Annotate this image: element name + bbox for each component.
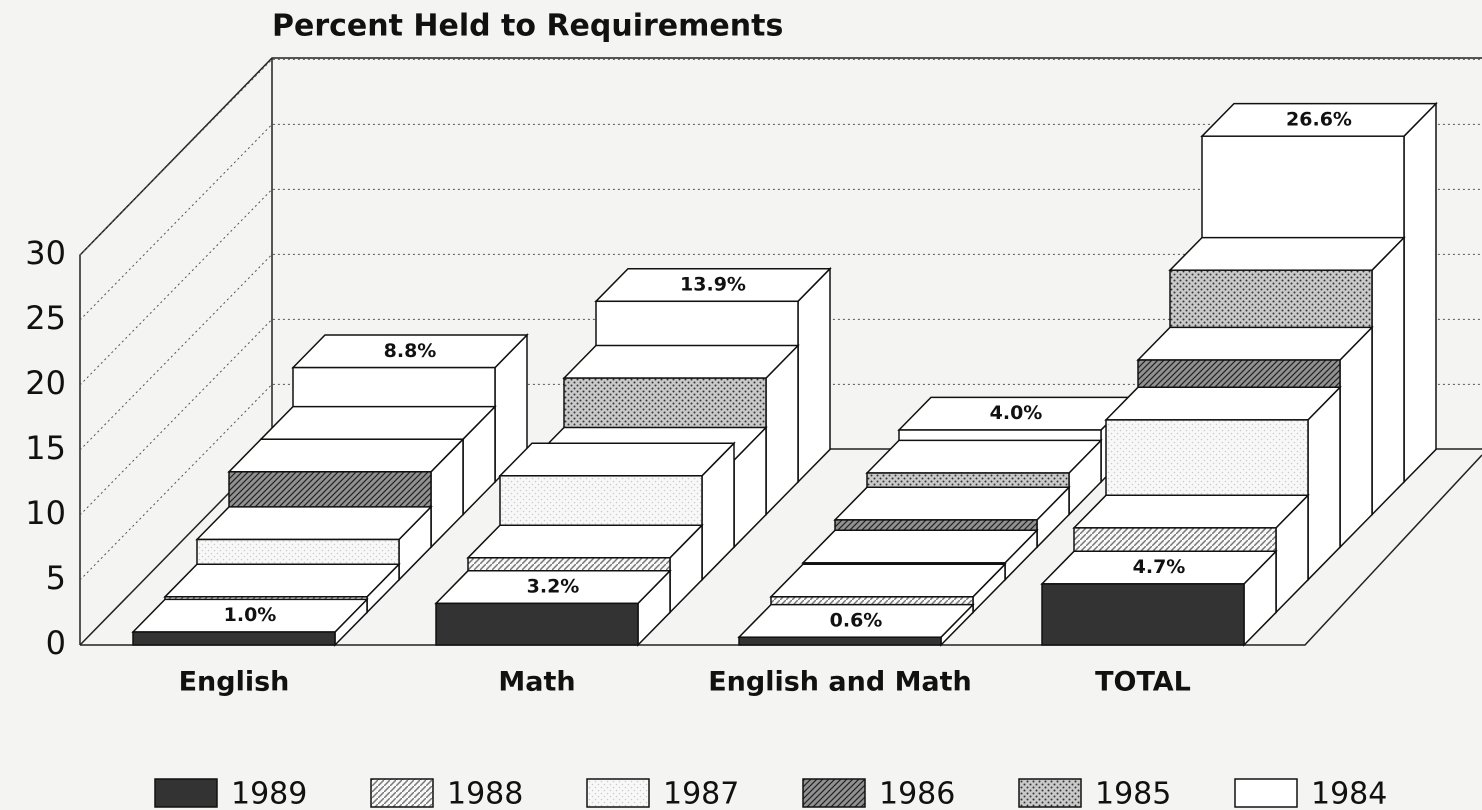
bar-side xyxy=(1403,101,1437,484)
bar-top xyxy=(562,344,800,379)
bar-top xyxy=(498,442,736,477)
bar-top xyxy=(769,563,1007,598)
bar-top xyxy=(833,486,1071,521)
data-label: 4.7% xyxy=(1133,556,1186,578)
y-tick-label: 30 xyxy=(25,234,66,272)
data-label: 4.0% xyxy=(990,402,1043,424)
legend-swatch xyxy=(586,778,650,808)
bar-top xyxy=(163,563,401,598)
bar-top xyxy=(1168,236,1406,271)
y-tick-label: 25 xyxy=(25,299,66,337)
grid-line xyxy=(79,253,1482,451)
y-tick-label: 5 xyxy=(46,559,66,597)
x-tick-label: Math xyxy=(498,667,575,698)
bar-top xyxy=(227,438,465,473)
y-tick-label: 20 xyxy=(25,364,66,402)
legend-swatch xyxy=(1234,778,1298,808)
bar-top xyxy=(865,439,1103,474)
grid-line xyxy=(79,188,1482,386)
bar-top xyxy=(1072,494,1310,529)
grid-line xyxy=(79,123,1482,321)
data-label: 0.6% xyxy=(830,609,883,631)
bar xyxy=(1040,549,1278,647)
bar-front xyxy=(738,636,942,646)
legend-label: 1987 xyxy=(663,777,739,810)
y-tick-label: 0 xyxy=(46,624,66,662)
bar xyxy=(434,568,672,647)
grid-line xyxy=(79,58,1482,256)
legend-swatch xyxy=(1018,778,1082,808)
legend-label: 1988 xyxy=(447,777,523,810)
grid-line xyxy=(79,318,1482,516)
bar-top xyxy=(1136,326,1374,361)
data-label: 3.2% xyxy=(527,576,580,598)
bar-front xyxy=(132,631,336,646)
bar-front xyxy=(435,602,639,646)
x-tick-label: English xyxy=(179,667,290,698)
legend-swatch xyxy=(370,778,434,808)
chart-title: Percent Held to Requirements xyxy=(272,9,783,44)
bar xyxy=(131,597,369,647)
y-tick-label: 10 xyxy=(25,494,66,532)
bar-top xyxy=(801,529,1039,564)
legend-label: 1989 xyxy=(231,777,307,810)
bar-top xyxy=(1104,386,1342,421)
bar xyxy=(737,602,975,647)
data-label: 8.8% xyxy=(384,340,437,362)
bar-top xyxy=(259,405,497,440)
data-label: 1.0% xyxy=(224,604,277,626)
bar-top xyxy=(466,524,704,559)
bar-side xyxy=(1371,235,1405,517)
bar-side xyxy=(1307,385,1341,582)
bar-side xyxy=(797,266,831,484)
legend-label: 1986 xyxy=(879,777,955,810)
x-tick-label: English and Math xyxy=(708,667,972,698)
legend-swatch xyxy=(154,778,218,808)
legend-swatch xyxy=(802,778,866,808)
legend-label: 1985 xyxy=(1095,777,1171,810)
data-label: 13.9% xyxy=(680,274,746,296)
grid-line xyxy=(79,383,1482,581)
x-tick-label: TOTAL xyxy=(1095,667,1191,698)
data-label: 26.6% xyxy=(1286,108,1352,130)
legend-label: 1984 xyxy=(1311,777,1387,810)
bar-front xyxy=(1041,583,1245,646)
bar-top xyxy=(195,506,433,541)
y-tick-label: 15 xyxy=(25,429,66,467)
bar-side xyxy=(1339,325,1373,550)
